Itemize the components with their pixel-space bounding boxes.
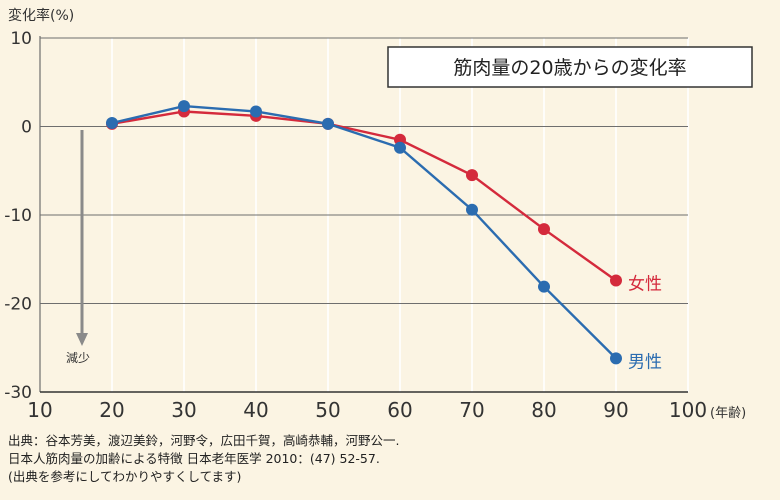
source-line-1: 出典：谷本芳美，渡辺美鈴，河野令，広田千賀，高崎恭輔，河野公一. (8, 433, 400, 448)
series-label: 女性 (628, 274, 662, 294)
decrease-arrow (76, 130, 88, 346)
series-female: 女性 (106, 105, 662, 294)
data-point (466, 169, 478, 182)
data-point (394, 141, 406, 154)
x-tick-label-40: 40 (243, 398, 268, 422)
x-tick-label-60: 60 (387, 398, 412, 422)
x-tick-labels: 10 20 30 40 50 60 70 80 90 100 (27, 398, 707, 422)
source-line-3: (出典を参考にしてわかりやすくしてます) (8, 469, 242, 484)
chart-title: 筋肉量の20歳からの変化率 (453, 57, 686, 79)
x-tick-label-10: 10 (27, 398, 52, 422)
series-male: 男性 (106, 100, 662, 372)
data-point (610, 274, 622, 287)
data-point (250, 105, 262, 118)
y-tick-label--20: -20 (4, 295, 32, 315)
source-line-2: 日本人筋肉量の加齢による特徴 日本老年医学 2010：(47) 52-57. (8, 451, 380, 466)
y-tick-label-10: 10 (10, 29, 32, 49)
x-tick-label-20: 20 (99, 398, 124, 422)
data-point (466, 203, 478, 216)
data-point (538, 223, 550, 236)
x-tick-label-30: 30 (171, 398, 196, 422)
series-label: 男性 (628, 352, 662, 372)
grid-lines (40, 37, 689, 392)
x-tick-label-50: 50 (315, 398, 340, 422)
x-tick-label-70: 70 (459, 398, 484, 422)
data-point (322, 117, 334, 130)
chart-title-box: 筋肉量の20歳からの変化率 (387, 46, 753, 88)
data-point (178, 100, 190, 113)
y-tick-label--10: -10 (4, 206, 32, 226)
x-axis-unit-label: (年齢) (710, 406, 746, 421)
y-tick-label--30: -30 (4, 383, 32, 403)
y-tick-label-0: 0 (21, 118, 32, 138)
axes (39, 36, 688, 393)
x-tick-label-100: 100 (669, 398, 707, 422)
data-point (610, 352, 622, 365)
x-tick-label-80: 80 (531, 398, 556, 422)
data-point (538, 280, 550, 293)
y-tick-labels: 10 0 -10 -20 -30 (4, 29, 32, 403)
x-tick-label-90: 90 (603, 398, 628, 422)
line-chart: 100-10-20-30 10 20 30 40 50 60 70 80 90 100 変化率(%… (4, 7, 753, 422)
series-line (111, 110, 617, 282)
y-axis-label: 変化率(%) (8, 7, 74, 24)
decrease-annotation: 減少 (66, 350, 90, 365)
data-point (106, 116, 118, 129)
series-line (111, 104, 617, 360)
